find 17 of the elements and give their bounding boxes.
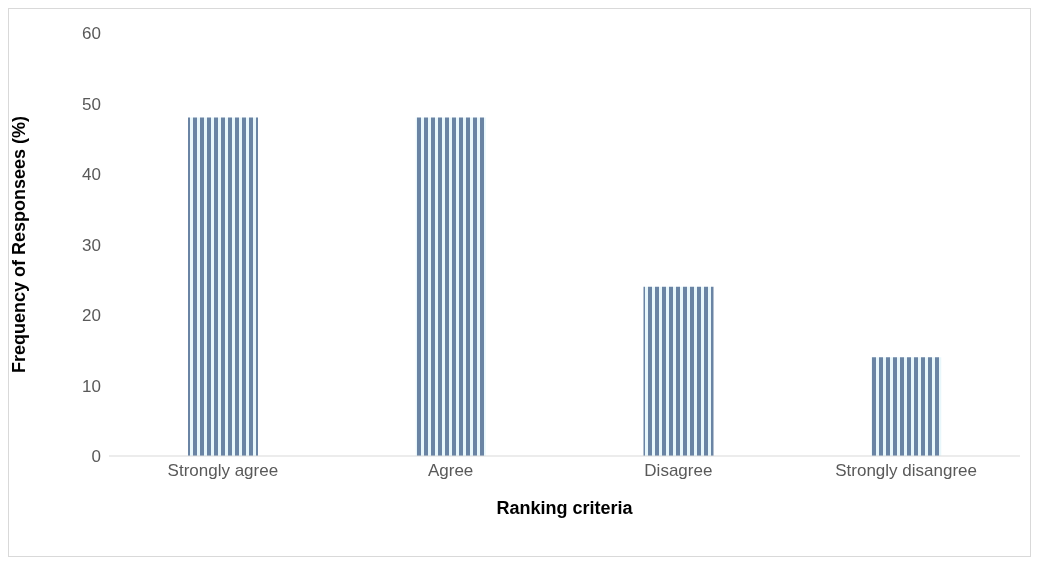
- bar: [643, 286, 714, 456]
- x-tick-label: Agree: [427, 461, 474, 481]
- bar: [415, 117, 486, 456]
- y-axis-title: Frequency of Responsees (%): [9, 115, 30, 374]
- x-tick-label: Strongly disangree: [835, 461, 978, 481]
- x-tick-label: Disagree: [644, 461, 713, 481]
- x-tick-label: Strongly agree: [167, 461, 279, 481]
- y-tick-label: 60: [82, 24, 101, 44]
- bar: [871, 357, 942, 456]
- y-tick-label: 40: [82, 165, 101, 185]
- y-tick-label: 20: [82, 306, 101, 326]
- y-tick-label: 50: [82, 94, 101, 114]
- x-axis-title: Ranking criteria: [496, 498, 634, 518]
- bar: [188, 117, 258, 456]
- y-tick-label: 30: [82, 235, 101, 255]
- y-tick-label: 0: [91, 447, 101, 467]
- y-tick-label: 10: [82, 376, 101, 396]
